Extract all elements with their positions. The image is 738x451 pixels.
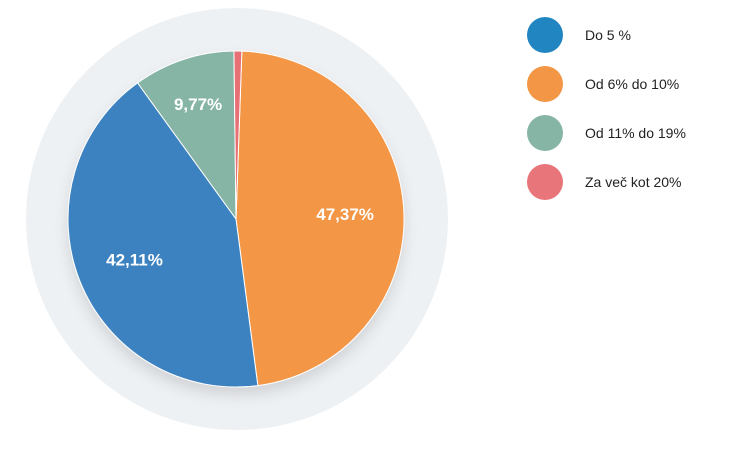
legend-label: Od 11% do 19% <box>585 124 686 141</box>
legend-swatch <box>527 65 563 102</box>
data-label-do-5: 42,11% <box>106 250 163 269</box>
data-label-od-11-do-19: 9,77% <box>174 95 222 114</box>
legend-swatch <box>527 16 563 53</box>
legend-item-do-5[interactable]: Do 5 % <box>527 16 686 53</box>
legend-label: Do 5 % <box>585 26 631 43</box>
legend-label: Za več kot 20% <box>585 173 682 190</box>
pie-slice-do-5[interactable] <box>67 82 259 388</box>
pie-slice-od-6-do-10[interactable] <box>235 50 405 387</box>
legend-swatch <box>527 114 563 151</box>
pie-data-labels: 47,37% 42,11% 9,77% <box>106 95 374 269</box>
legend-item-od-6-do-10[interactable]: Od 6% do 10% <box>527 65 686 102</box>
legend-swatch <box>527 163 563 200</box>
legend-item-za-vec-kot-20[interactable]: Za več kot 20% <box>527 163 686 200</box>
legend: Do 5 % Od 6% do 10% Od 11% do 19% Za več… <box>527 16 686 212</box>
legend-label: Od 6% do 10% <box>585 75 680 92</box>
legend-item-od-11-do-19[interactable]: Od 11% do 19% <box>527 114 686 151</box>
pie-slice-od-11-do-19[interactable] <box>136 50 237 221</box>
pie-slices <box>67 50 405 388</box>
data-label-od-6-do-10: 47,37% <box>316 205 374 224</box>
pie-slice-za-ve-kot-20[interactable] <box>233 50 243 220</box>
